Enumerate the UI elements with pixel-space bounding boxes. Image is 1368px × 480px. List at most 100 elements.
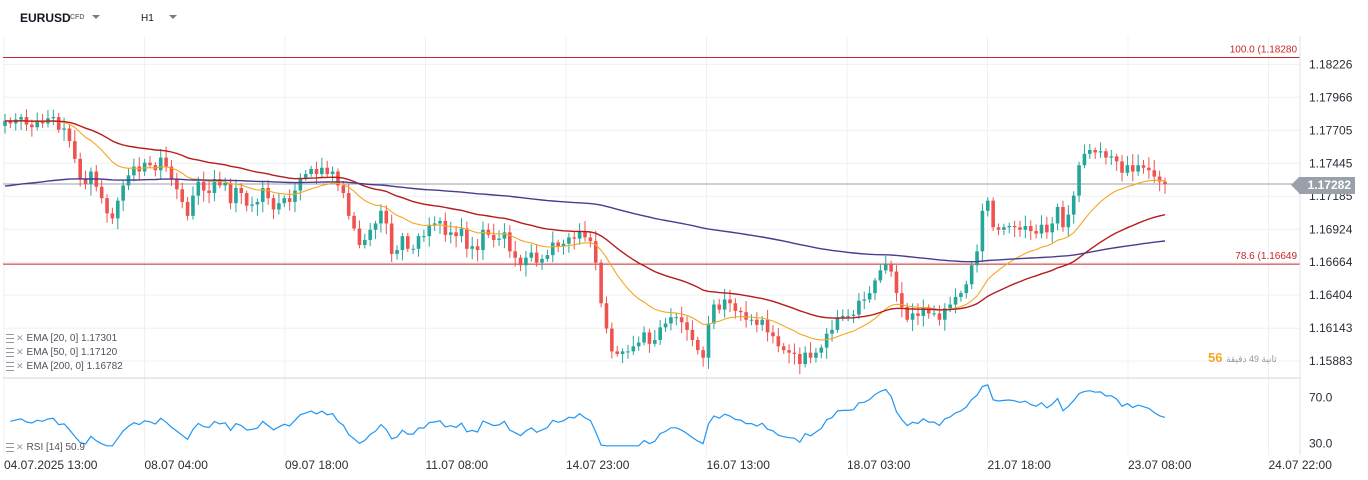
candle [873, 277, 877, 300]
candle-body [379, 210, 383, 224]
candle [1104, 148, 1108, 165]
candle [1034, 224, 1038, 239]
symbol-selector[interactable]: EURUSD [20, 11, 71, 25]
symbol-dropdown-caret-icon[interactable] [92, 15, 100, 19]
candle [459, 218, 464, 243]
candle [593, 230, 598, 271]
candle-body [132, 166, 136, 176]
candle [169, 160, 174, 187]
candle-body [808, 352, 813, 358]
settings-icon[interactable] [6, 442, 14, 452]
candle [1093, 147, 1097, 160]
candle-body [481, 229, 485, 251]
timeframe-dropdown-caret-icon[interactable] [169, 15, 177, 19]
candle-body [1071, 195, 1076, 215]
candle [223, 177, 227, 192]
candle-body [620, 351, 625, 354]
candle [427, 217, 432, 247]
y-tick-label: 1.17966 [1309, 90, 1353, 104]
candle [201, 171, 206, 202]
candle-body [368, 229, 372, 240]
legend-ema50[interactable]: ✕ EMA [50, 0] 1.17120 [6, 347, 117, 358]
close-icon[interactable]: ✕ [16, 347, 24, 357]
candle-body [8, 120, 13, 124]
candle-body [701, 350, 705, 358]
candle [776, 328, 781, 353]
candle-body [728, 299, 732, 304]
candle-body [706, 323, 711, 358]
candle-body [1125, 165, 1130, 173]
moving-averages [4, 120, 1166, 341]
candle [1163, 177, 1167, 194]
candle [824, 328, 829, 359]
candle-body [405, 236, 410, 249]
candle [959, 290, 963, 302]
close-icon[interactable]: ✕ [16, 333, 24, 343]
candle-body [223, 182, 227, 186]
candle-body [867, 293, 872, 300]
candle [524, 250, 528, 277]
candle-body [1147, 167, 1151, 171]
ema50-line [4, 120, 1166, 319]
candle [368, 223, 372, 247]
candle [529, 244, 534, 262]
candle-body [180, 189, 185, 202]
chart-header: EURUSD CFD H1 [0, 0, 1300, 36]
candle [765, 309, 770, 342]
legend-ema200[interactable]: ✕ EMA [200, 0] 1.16782 [6, 361, 123, 372]
x-tick-label: 18.07 03:00 [847, 458, 911, 472]
candle-body [900, 293, 904, 308]
x-tick-label: 04.07.2025 13:00 [4, 458, 98, 472]
candle-body [470, 246, 475, 249]
candle [561, 239, 566, 255]
candle-body [234, 188, 238, 204]
candle [234, 179, 238, 213]
candle-body [346, 193, 351, 216]
candle-body [851, 314, 856, 316]
candle [293, 182, 297, 213]
candle [191, 186, 195, 220]
close-icon[interactable]: ✕ [16, 442, 24, 452]
legend-rsi[interactable]: ✕ RSI [14] 50.9 [6, 442, 85, 453]
candle-body [277, 203, 281, 210]
candle [567, 232, 571, 253]
candle-body [518, 257, 523, 266]
candle-body [427, 224, 432, 237]
candle [626, 344, 630, 359]
candle-body [363, 239, 367, 245]
candle-body [905, 307, 910, 320]
candle-body [287, 198, 292, 202]
candle-body [164, 157, 168, 167]
settings-icon[interactable] [6, 361, 14, 371]
timeframe-selector[interactable]: H1 [141, 13, 154, 24]
candle-body [51, 117, 56, 119]
candle-body [545, 255, 550, 259]
candle [610, 322, 614, 359]
candle-body [1157, 176, 1162, 182]
candle-body [647, 332, 652, 344]
settings-icon[interactable] [6, 347, 14, 357]
candle [894, 265, 899, 302]
candle-body [980, 210, 985, 252]
candle [422, 229, 426, 243]
candle-body [212, 179, 217, 194]
candle-body [819, 347, 824, 353]
candle-body [105, 198, 109, 214]
candle-body [325, 167, 330, 175]
candle-body [1012, 226, 1017, 228]
close-icon[interactable]: ✕ [16, 361, 24, 371]
candle-body [824, 333, 829, 348]
candle-body [19, 117, 23, 120]
candle-body [615, 351, 620, 354]
legend-ema20[interactable]: ✕ EMA [20, 0] 1.17301 [6, 333, 117, 344]
candle [1152, 160, 1157, 183]
candle [798, 347, 802, 375]
candle-body [89, 171, 93, 185]
candle [781, 343, 786, 354]
settings-icon[interactable] [6, 333, 14, 343]
candle-body [78, 158, 82, 180]
candle [663, 317, 668, 332]
y-tick-label: 1.18226 [1309, 57, 1353, 71]
candle [379, 204, 383, 233]
